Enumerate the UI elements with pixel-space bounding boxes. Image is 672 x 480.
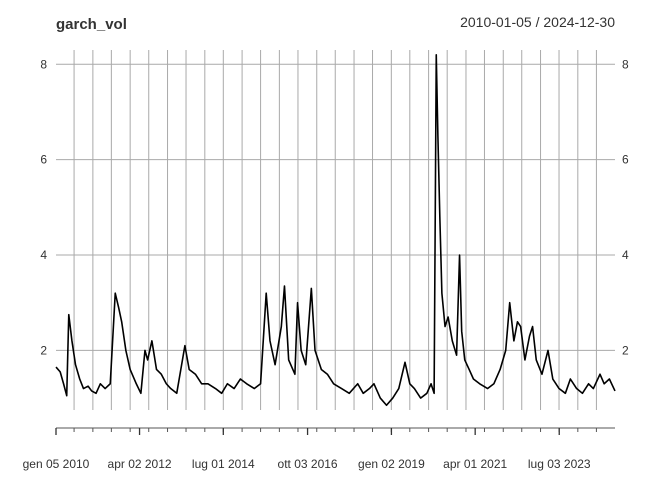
chart-date-range: 2010-01-05 / 2024-12-30 <box>460 14 615 30</box>
x-tick-label: ott 03 2016 <box>278 457 338 471</box>
x-tick-label: lug 03 2023 <box>528 457 591 471</box>
y-tick-label-left: 2 <box>40 343 47 357</box>
y-tick-label-right: 6 <box>622 153 629 167</box>
y-tick-label-right: 8 <box>622 57 629 71</box>
chart-title: garch_vol <box>56 16 127 33</box>
y-axis-right: 2 4 6 8 <box>622 57 629 357</box>
x-tick-label: gen 05 2010 <box>23 457 90 471</box>
x-axis: gen 05 2010 apr 02 2012 lug 01 2014 ott 03 … <box>23 427 615 471</box>
x-tick-label: apr 01 2021 <box>443 457 507 471</box>
y-axis-left: 2 4 6 8 <box>40 57 47 357</box>
y-tick-label-right: 2 <box>622 343 629 357</box>
x-tick-label: gen 02 2019 <box>358 457 425 471</box>
y-tick-label-left: 6 <box>40 153 47 167</box>
y-tick-label-left: 8 <box>40 57 47 71</box>
x-tick-label: lug 01 2014 <box>192 457 255 471</box>
x-tick-label: apr 02 2012 <box>108 457 172 471</box>
y-tick-label-right: 4 <box>622 248 629 262</box>
garch-vol-series-line <box>55 53 616 407</box>
grid-lines <box>56 50 615 410</box>
y-tick-label-left: 4 <box>40 248 47 262</box>
series-group <box>55 53 616 407</box>
